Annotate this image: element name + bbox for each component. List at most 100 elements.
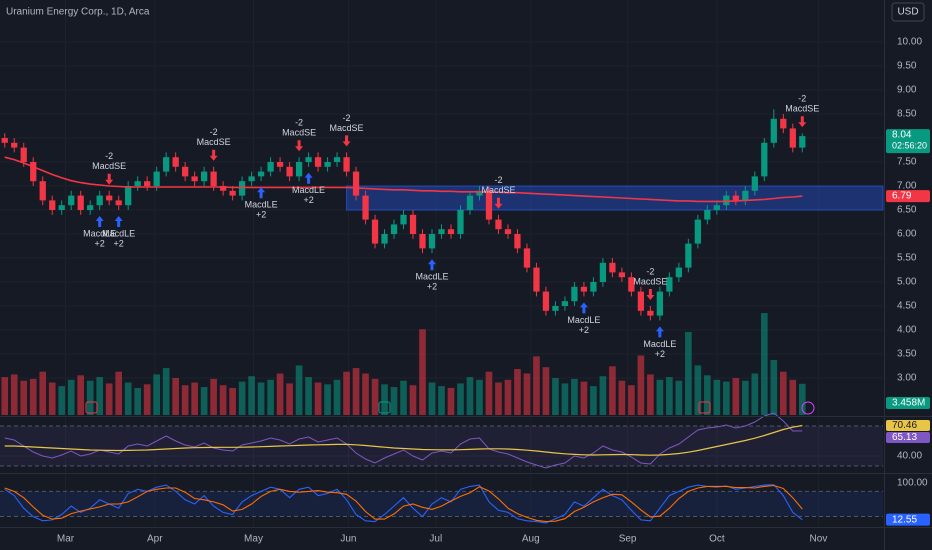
candle-body [20, 147, 27, 162]
candle-body [675, 267, 682, 278]
volume-bar [760, 313, 768, 415]
y-tick-label: 4.00 [897, 325, 917, 336]
candle-body [685, 243, 692, 268]
event-icon[interactable] [801, 401, 815, 415]
candle-body [552, 305, 559, 311]
candle-body [789, 128, 796, 148]
volume-bar [238, 381, 246, 415]
stoch-k-line [4, 484, 803, 524]
candle-body [153, 171, 160, 186]
volume-value: 3.458M [892, 398, 925, 409]
volume-bar [713, 379, 721, 415]
candle-body [656, 291, 664, 316]
volume-bar [438, 386, 445, 415]
signal-arrow [428, 259, 437, 271]
x-tick-label: Mar [57, 534, 75, 545]
x-tick-label: Sep [619, 534, 637, 545]
volume-bar [58, 386, 66, 415]
signal-arrow [646, 288, 655, 300]
volume-bar [381, 384, 388, 415]
stoch-d-line [4, 484, 803, 523]
candle-body [87, 205, 94, 210]
y-tick-label: 100.00 [897, 478, 928, 489]
candle-body [219, 185, 227, 191]
earnings-icon[interactable] [378, 401, 391, 414]
candle-body [618, 272, 626, 278]
candle-body [191, 176, 198, 182]
last-price: 8.04 [892, 130, 912, 141]
volume-bar [637, 355, 645, 415]
y-tick-label: 10.00 [897, 37, 922, 48]
candle-body [400, 214, 407, 225]
signal-label: MacdSE [92, 161, 126, 171]
signal-qty: +2 [303, 195, 313, 205]
candle-body [704, 209, 711, 220]
volume-bar [305, 377, 312, 415]
x-tick-label: Aug [522, 534, 540, 545]
candle-body [428, 233, 436, 249]
volume-bar [533, 356, 540, 415]
volume-bar [86, 380, 94, 415]
candle-body [39, 181, 46, 201]
candle-body [172, 157, 179, 167]
candle-body [333, 157, 341, 162]
candle-body [106, 195, 113, 201]
x-tick-label: Apr [147, 534, 163, 545]
earnings-icon[interactable] [698, 401, 711, 414]
volume-bar [580, 381, 588, 415]
candle-body [713, 205, 720, 210]
signal-label: MacdLE [245, 200, 278, 210]
volume-bar [400, 380, 407, 415]
y-tick-label: 40.00 [897, 451, 922, 462]
currency[interactable]: USD [897, 7, 918, 18]
candle-body [1, 137, 8, 143]
volume-bar [200, 387, 208, 415]
candle-body [352, 171, 360, 196]
volume-bar [324, 384, 331, 415]
volume-bar [723, 381, 730, 415]
x-tick-label: Jun [340, 534, 356, 545]
candle-body [295, 161, 303, 177]
y-tick-label: 7.00 [897, 181, 917, 192]
volume-bar [798, 383, 806, 415]
rsi-ma-line [4, 424, 803, 456]
volume-bar [191, 382, 198, 415]
volume-bar [504, 379, 512, 415]
volume-bar [153, 374, 160, 415]
candle-body [666, 277, 673, 292]
candle-body [723, 195, 730, 206]
volume-bar [552, 378, 559, 415]
candle-body [628, 277, 635, 292]
signal-label: MacdLE [643, 339, 676, 349]
volume-bar [779, 371, 787, 415]
signal-qty: +2 [579, 325, 589, 335]
candle-body [210, 171, 217, 186]
signal-qty: +2 [114, 238, 124, 248]
volume-bar [134, 387, 141, 415]
volume-bar [590, 386, 597, 415]
signal-arrow [295, 140, 304, 152]
candle-body [11, 142, 18, 148]
volume-bar [647, 374, 654, 415]
candle-body [409, 214, 417, 234]
signal-label: MacdSE [330, 123, 364, 133]
candle-body [305, 157, 312, 162]
volume-bar [352, 368, 360, 415]
volume-bar [48, 382, 56, 415]
candle-body [533, 267, 540, 292]
candle-body [447, 229, 455, 234]
y-tick-label: 6.50 [897, 205, 917, 216]
rsi-line [4, 412, 803, 469]
signal-arrow [257, 187, 266, 199]
signal-qty: +2 [256, 210, 266, 220]
volume-bar [295, 365, 303, 415]
volume-bar [561, 383, 569, 415]
volume-bar [1, 377, 9, 415]
volume-bar [67, 379, 75, 415]
currency-button[interactable] [891, 2, 925, 22]
earnings-icon[interactable] [85, 401, 98, 414]
signal-label: MacdSE [633, 276, 667, 286]
x-tick-label: Nov [810, 534, 828, 545]
volume-bar [732, 378, 740, 415]
